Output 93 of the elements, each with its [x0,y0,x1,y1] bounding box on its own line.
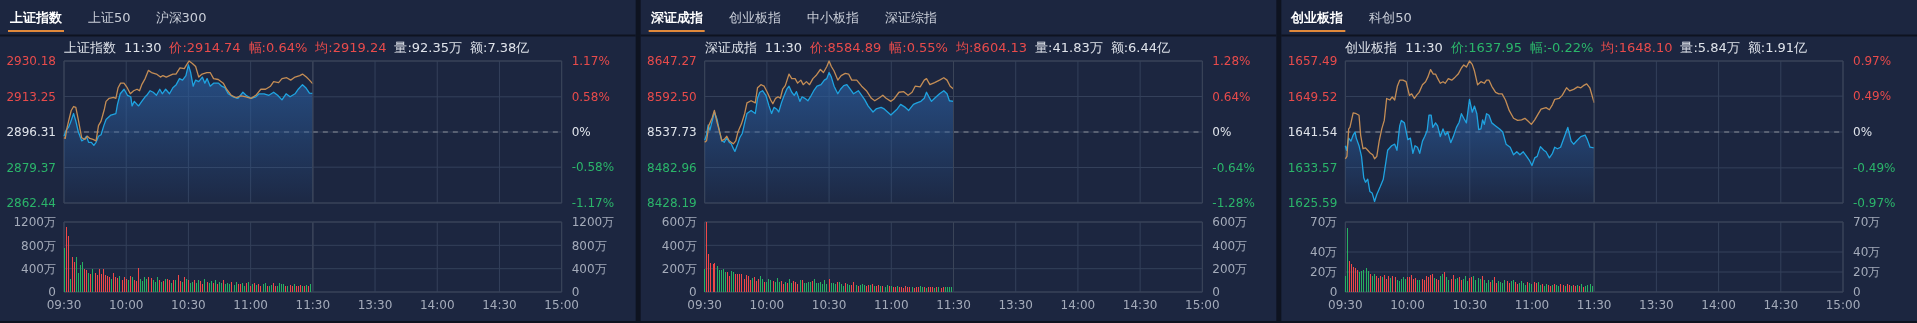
x-tick-label: 13:30 [357,298,393,312]
x-tick-label: 11:30 [295,298,331,312]
chart-title: 创业板指 11:30 价:1637.95 幅:-0.22% 均:1648.10 量:5.84万 额:1.91亿 [1345,40,1808,55]
y2-tick-label: 0.97% [1853,54,1892,69]
x-tick-label: 10:30 [1452,298,1488,312]
y2-tick-label: 0 [571,285,580,300]
x-tick-label: 14:30 [482,298,517,312]
x-tick-label: 10:30 [811,298,847,312]
y2-tick-label: 0% [1212,125,1232,140]
y-tick-label: 8482.96 [647,160,697,175]
y2-tick-label: -1.17% [571,196,615,211]
x-tick-label: 14:00 [1701,298,1736,312]
y-tick-label: 2913.25 [6,89,56,104]
x-tick-label: 09:30 [1328,298,1363,312]
y2-tick-label: 400万 [1212,238,1248,253]
y-tick-label: 2930.18 [6,54,56,69]
y2-tick-label: 0.58% [571,90,610,104]
y-tick-label: 20万 [1310,265,1338,280]
y2-tick-label: 0% [571,125,591,140]
x-tick-label: 14:00 [419,298,455,312]
y-tick-label: 0 [48,285,56,300]
x-tick-label: 13:30 [1639,298,1674,312]
y-tick-label: 2896.31 [6,125,56,140]
y-tick-label: 8592.50 [647,89,697,104]
y2-tick-label: -1.28% [1212,196,1255,211]
y2-tick-label: 1.28% [1212,54,1251,69]
y2-tick-label: 0% [1853,125,1873,140]
y-tick-label: 400万 [661,238,697,253]
chart-title: 上证指数 11:30 价:2914.74 幅:0.64% 均:2919.24 量:92.35万 额:7.38亿 [64,40,530,55]
y2-tick-label: -0.58% [571,160,615,175]
text: 沪深300 [155,10,207,25]
text: 上证50 [88,10,131,25]
x-tick-label: 10:00 [108,298,144,312]
y-tick-label: 400万 [21,261,56,276]
y-tick-label: 1200万 [13,215,56,230]
text: 创业板指 [1290,10,1344,25]
x-tick-label: 11:30 [936,298,971,312]
y-tick-label: 40万 [1310,245,1338,260]
x-tick-label: 11:30 [1576,298,1612,312]
x-tick-label: 10:00 [749,298,785,312]
text: 中小板指 [806,10,859,25]
y-tick-label: 8647.27 [647,54,697,69]
y2-tick-label: 70万 [1853,215,1881,230]
x-tick-label: 13:30 [998,298,1034,312]
y2-tick-label: 0 [1212,285,1220,300]
chart-title: 深证成指 11:30 价:8584.89 幅:0.55% 均:8604.13 量:41.83万 额:6.44亿 [704,40,1171,55]
x-tick-label: 10:00 [1390,298,1425,312]
text: 创业板指 [728,10,781,25]
y-tick-label: 2879.37 [6,160,56,175]
y2-tick-label: 1.17% [571,54,610,69]
x-tick-label: 15:00 [544,298,579,312]
y-tick-label: 2862.44 [6,196,56,211]
y2-tick-label: -0.49% [1853,161,1896,176]
x-tick-label: 14:30 [1122,298,1158,312]
y2-tick-label: 0.49% [1853,89,1892,104]
y2-tick-label: 600万 [1212,215,1248,230]
x-tick-label: 14:30 [1763,298,1799,312]
y-tick-label: 0 [1329,285,1338,300]
x-tick-label: 15:00 [1825,298,1861,312]
y-tick-label: 200万 [661,261,697,276]
text: 深证综指 [884,10,937,25]
y-tick-label: 1625.59 [1287,196,1338,211]
x-tick-label: 09:30 [46,298,82,312]
x-tick-label: 14:00 [1060,298,1096,312]
y-tick-label: 1649.52 [1287,89,1338,104]
y-tick-label: 8428.19 [647,196,697,211]
text: 科创50 [1369,10,1412,25]
y2-tick-label: 0.64% [1212,89,1251,104]
y-tick-label: 1657.49 [1287,54,1338,69]
y2-tick-label: 800万 [571,238,607,253]
text: 深证成指 [649,10,703,25]
y2-tick-label: 0 [1853,285,1861,300]
x-tick-label: 11:00 [233,298,268,312]
x-tick-label: 15:00 [1185,298,1220,312]
y-tick-label: 0 [689,285,697,300]
y2-tick-label: 1200万 [571,215,615,230]
y-tick-label: 600万 [661,215,697,230]
y2-tick-label: 400万 [571,261,607,276]
x-tick-label: 10:30 [171,298,206,312]
x-tick-label: 09:30 [687,298,722,312]
y-tick-label: 1633.57 [1287,160,1338,175]
x-tick-label: 11:00 [1514,298,1550,312]
y2-tick-label: 200万 [1212,261,1248,276]
y2-tick-label: -0.97% [1853,196,1896,211]
y-tick-label: 70万 [1310,215,1338,230]
text: 上证指数 [9,10,63,25]
y-tick-label: 800万 [21,238,56,253]
x-tick-label: 11:00 [873,298,909,312]
y-tick-label: 8537.73 [647,125,697,140]
y2-tick-label: 20万 [1853,265,1881,280]
y2-tick-label: -0.64% [1212,160,1255,175]
y2-tick-label: 40万 [1853,245,1881,260]
y-tick-label: 1641.54 [1287,125,1338,140]
